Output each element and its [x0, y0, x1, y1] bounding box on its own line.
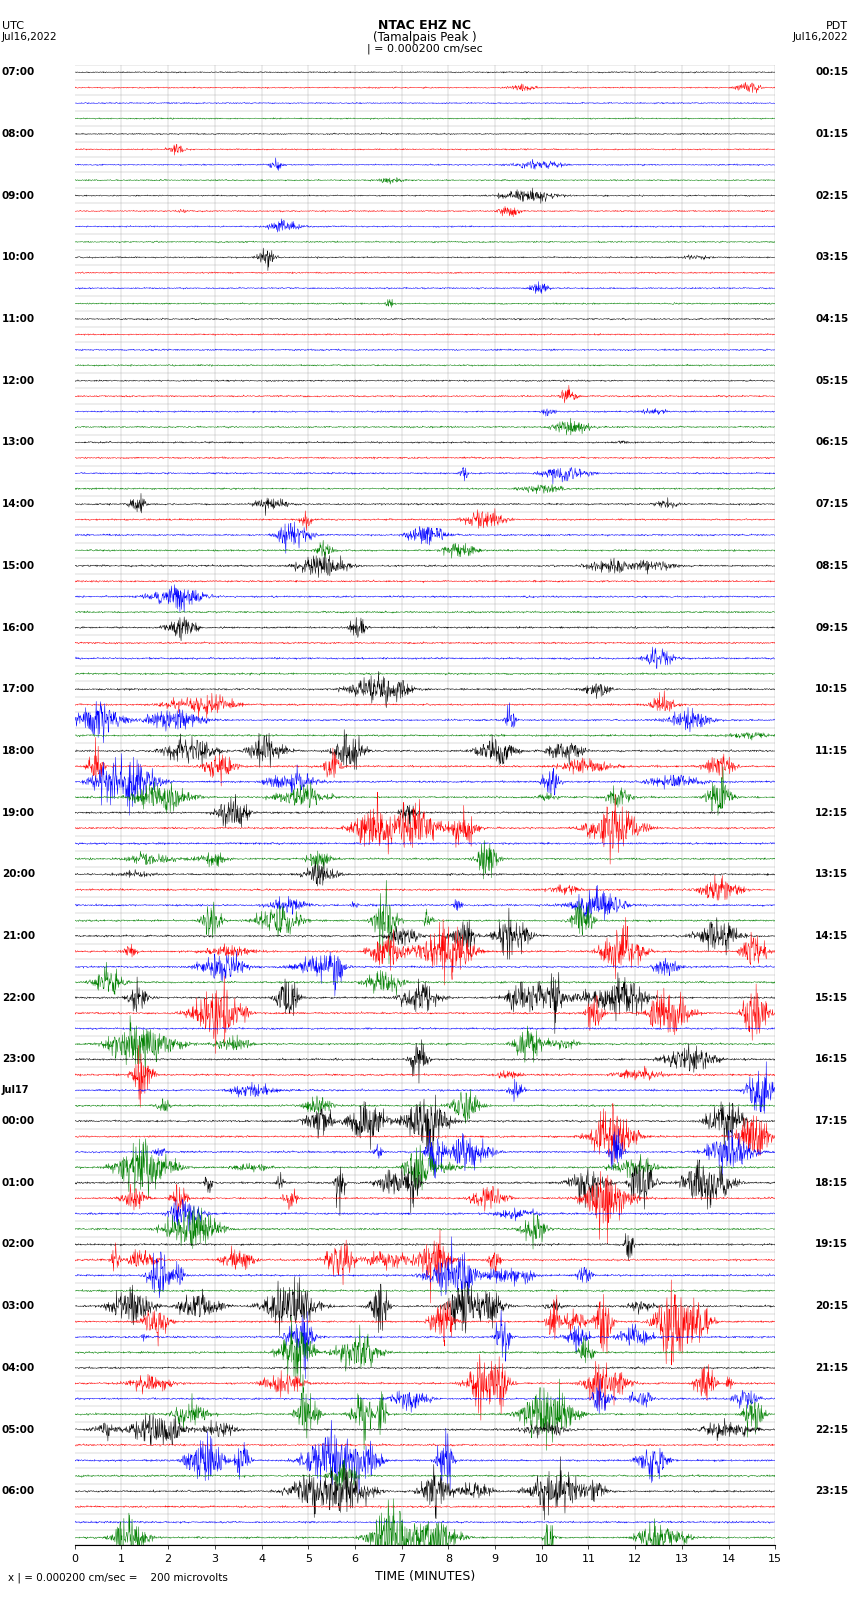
Text: 11:00: 11:00: [2, 315, 35, 324]
Text: 23:00: 23:00: [2, 1055, 35, 1065]
Text: 16:00: 16:00: [2, 623, 35, 632]
Text: 18:00: 18:00: [2, 745, 35, 756]
Text: (Tamalpais Peak ): (Tamalpais Peak ): [373, 31, 477, 44]
Text: 05:00: 05:00: [2, 1424, 35, 1434]
Text: 19:00: 19:00: [2, 808, 35, 818]
Text: 01:15: 01:15: [815, 129, 848, 139]
Text: 09:15: 09:15: [815, 623, 848, 632]
Text: Jul17: Jul17: [2, 1086, 29, 1095]
Text: x | = 0.000200 cm/sec =    200 microvolts: x | = 0.000200 cm/sec = 200 microvolts: [8, 1573, 229, 1582]
Text: 02:15: 02:15: [815, 190, 848, 200]
Text: 23:15: 23:15: [815, 1486, 848, 1497]
Text: 07:00: 07:00: [2, 68, 35, 77]
Text: 18:15: 18:15: [815, 1177, 848, 1187]
Text: NTAC EHZ NC: NTAC EHZ NC: [378, 19, 472, 32]
Text: 22:15: 22:15: [815, 1424, 848, 1434]
X-axis label: TIME (MINUTES): TIME (MINUTES): [375, 1569, 475, 1582]
Text: 04:00: 04:00: [2, 1363, 35, 1373]
Text: 04:15: 04:15: [815, 315, 848, 324]
Text: 12:15: 12:15: [815, 808, 848, 818]
Text: 08:00: 08:00: [2, 129, 35, 139]
Text: 17:00: 17:00: [2, 684, 35, 694]
Text: 11:15: 11:15: [815, 745, 848, 756]
Text: PDT: PDT: [826, 21, 848, 31]
Text: 00:00: 00:00: [2, 1116, 35, 1126]
Text: 08:15: 08:15: [815, 561, 848, 571]
Text: 20:15: 20:15: [815, 1302, 848, 1311]
Text: 06:15: 06:15: [815, 437, 848, 447]
Text: 13:00: 13:00: [2, 437, 35, 447]
Text: 15:15: 15:15: [815, 992, 848, 1003]
Text: Jul16,2022: Jul16,2022: [793, 32, 848, 42]
Text: UTC: UTC: [2, 21, 24, 31]
Text: 21:00: 21:00: [2, 931, 35, 940]
Text: 09:00: 09:00: [2, 190, 35, 200]
Text: 14:00: 14:00: [2, 498, 35, 510]
Text: 19:15: 19:15: [815, 1239, 848, 1250]
Text: 16:15: 16:15: [815, 1055, 848, 1065]
Text: 22:00: 22:00: [2, 992, 35, 1003]
Text: Jul16,2022: Jul16,2022: [2, 32, 57, 42]
Text: 03:15: 03:15: [815, 252, 848, 263]
Text: 12:00: 12:00: [2, 376, 35, 386]
Text: 03:00: 03:00: [2, 1302, 35, 1311]
Text: 06:00: 06:00: [2, 1486, 35, 1497]
Text: 01:00: 01:00: [2, 1177, 35, 1187]
Text: 02:00: 02:00: [2, 1239, 35, 1250]
Text: 20:00: 20:00: [2, 869, 35, 879]
Text: 10:00: 10:00: [2, 252, 35, 263]
Text: 14:15: 14:15: [815, 931, 848, 940]
Text: 21:15: 21:15: [815, 1363, 848, 1373]
Text: 00:15: 00:15: [815, 68, 848, 77]
Text: 13:15: 13:15: [815, 869, 848, 879]
Text: 15:00: 15:00: [2, 561, 35, 571]
Text: 10:15: 10:15: [815, 684, 848, 694]
Text: 07:15: 07:15: [815, 498, 848, 510]
Text: | = 0.000200 cm/sec: | = 0.000200 cm/sec: [367, 44, 483, 53]
Text: 17:15: 17:15: [815, 1116, 848, 1126]
Text: 05:15: 05:15: [815, 376, 848, 386]
